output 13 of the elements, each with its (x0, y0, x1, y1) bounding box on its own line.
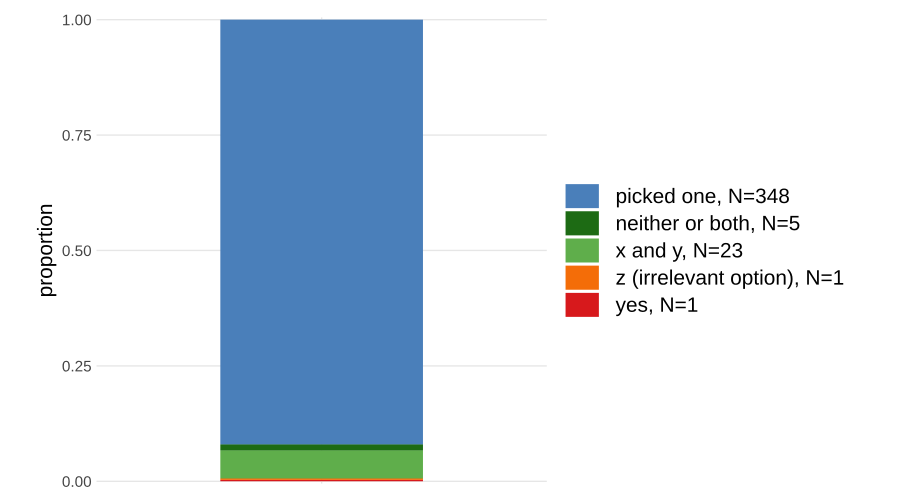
y-tick-label: 0.00 (62, 476, 92, 487)
y-tick-label: 0.25 (62, 360, 91, 372)
y-tick-label: 1.00 (63, 14, 92, 26)
y-axis-title: proportion (36, 204, 56, 296)
y-tick-label: 0.75 (62, 130, 91, 141)
y-tick-label: 0.50 (62, 245, 92, 256)
bar (220, 444, 423, 450)
legend-label: neither or both, N=5 (616, 215, 800, 233)
bar (220, 450, 423, 479)
legend-label: z (irrelevant option), N=1 (616, 269, 844, 289)
legend-label: yes, N=1 (616, 297, 698, 316)
legend-label: picked one, N=348 (616, 188, 789, 208)
legend-label: x and y, N=23 (616, 242, 742, 262)
